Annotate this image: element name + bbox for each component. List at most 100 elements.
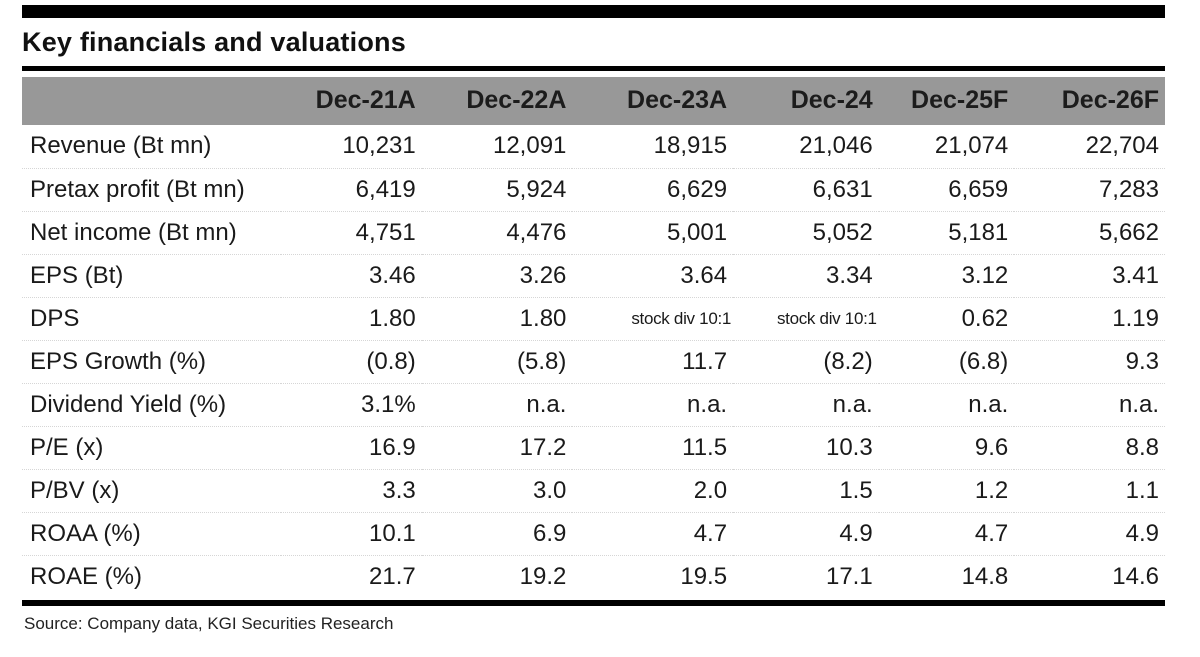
table-body: Revenue (Bt mn) 10,231 12,091 18,915 21,046 2…	[22, 125, 1165, 598]
table-row: ROAE (%) 21.7 19.2 19.5 17.1 14.8 14.6	[22, 554, 1165, 598]
cell-value: 3.41	[1014, 253, 1165, 297]
cell-value: 12,091	[492, 132, 567, 160]
cell-value: 3.64	[572, 253, 734, 297]
corner-cell	[22, 77, 282, 125]
cell-value: stock div 10:1	[572, 296, 734, 340]
table-row: ROAA (%) 10.1 6.9 4.7 4.9 4.7 4.9	[22, 511, 1165, 555]
column-header-dec-25f: Dec-25F	[878, 77, 1015, 125]
header-row: Dec-21A Dec-22A Dec-23A Dec-24 Dec-25F D…	[22, 77, 1165, 125]
cell-value: 5,181	[878, 210, 1015, 254]
cell-value: 1.80	[421, 296, 573, 340]
cell-value: n.a.	[421, 382, 573, 426]
cell-value: 1.19	[1014, 296, 1165, 340]
cell-value: 5,001	[572, 210, 734, 254]
cell-value: 5,662	[1014, 210, 1165, 254]
cell-value: 6,629	[572, 167, 734, 211]
cell-value: 11.5	[572, 425, 734, 469]
cell-value: (8.2)	[733, 339, 879, 383]
cell-value: 10,231	[342, 132, 416, 160]
cell-value: stock div 10:1	[733, 296, 879, 340]
row-label: DPS	[22, 296, 282, 340]
bottom-rule	[22, 600, 1165, 606]
column-header-dec-23a: Dec-23A	[572, 77, 734, 125]
cell-value: n.a.	[572, 382, 734, 426]
cell-value: 6.9	[421, 511, 573, 555]
cell-value: 1.80	[281, 296, 422, 340]
cell-value: 3.46	[281, 253, 422, 297]
cell-value: 6,659	[878, 167, 1015, 211]
cell-value: 5,052	[733, 210, 879, 254]
cell-value: 1.2	[878, 468, 1015, 512]
cell-value: 8.8	[1014, 425, 1165, 469]
cell-value: 18,915	[653, 132, 728, 160]
table-row: P/BV (x) 3.3 3.0 2.0 1.5 1.2 1.1	[22, 468, 1165, 512]
cell-value: (0.8)	[281, 339, 422, 383]
table-row: EPS Growth (%) (0.8) (5.8) 11.7 (8.2) (6.8) 9.…	[22, 339, 1165, 383]
cell-value: 16.9	[281, 425, 422, 469]
row-label: EPS (Bt)	[22, 253, 282, 297]
cell-value: 10.3	[733, 425, 879, 469]
title-rule	[22, 66, 1165, 71]
row-label: Net income (Bt mn)	[22, 210, 282, 254]
cell-value: 7,283	[1014, 167, 1165, 211]
row-label: ROAE (%)	[22, 554, 282, 598]
cell-value: 3.1%	[281, 382, 422, 426]
row-label: ROAA (%)	[22, 511, 282, 555]
table-row: EPS (Bt) 3.46 3.26 3.64 3.34 3.12 3.41	[22, 253, 1165, 297]
cell-value: 3.12	[878, 253, 1015, 297]
cell-value: 4.7	[878, 511, 1015, 555]
column-header-dec-26f: Dec-26F	[1014, 77, 1165, 125]
column-header-dec-22a: Dec-22A	[421, 77, 573, 125]
cell-value: 3.0	[421, 468, 573, 512]
table-header: Dec-21A Dec-22A Dec-23A Dec-24 Dec-25F D…	[22, 77, 1165, 125]
table-row: DPS 1.80 1.80 stock div 10:1 stock div 10:1 0…	[22, 296, 1165, 340]
cell-value: 1.1	[1014, 468, 1165, 512]
cell-value: 9.3	[1014, 339, 1165, 383]
financials-table: Dec-21A Dec-22A Dec-23A Dec-24 Dec-25F D…	[22, 77, 1165, 598]
cell-value: 3.3	[281, 468, 422, 512]
table-row: Pretax profit (Bt mn) 6,419 5,924 6,629 6,63…	[22, 167, 1165, 211]
cell-value: 1.5	[733, 468, 879, 512]
cell-value: 4,751	[281, 210, 422, 254]
table-row: Revenue (Bt mn) 10,231 12,091 18,915 21,046 2…	[22, 125, 1165, 168]
cell-value: 17.1	[733, 554, 879, 598]
cell-value: n.a.	[1014, 382, 1165, 426]
cell-value: 17.2	[421, 425, 573, 469]
cell-value: n.a.	[878, 382, 1015, 426]
row-label: Dividend Yield (%)	[22, 382, 282, 426]
cell-value: n.a.	[733, 382, 879, 426]
source-note: Source: Company data, KGI Securities Res…	[24, 614, 394, 633]
cell-value: 10.1	[281, 511, 422, 555]
cell-value: 14.6	[1014, 554, 1165, 598]
top-rule	[22, 5, 1165, 18]
cell-value: 3.34	[733, 253, 879, 297]
cell-value: 4.9	[733, 511, 879, 555]
cell-value: 6,631	[733, 167, 879, 211]
row-label: P/BV (x)	[22, 468, 282, 512]
cell-value: 4,476	[421, 210, 573, 254]
cell-value: 19.2	[421, 554, 573, 598]
row-label: Revenue (Bt mn)	[30, 132, 212, 160]
row-label: EPS Growth (%)	[22, 339, 282, 383]
cell-value: (5.8)	[421, 339, 573, 383]
cell-value: 21.7	[281, 554, 422, 598]
row-label: P/E (x)	[22, 425, 282, 469]
cell-value: 4.9	[1014, 511, 1165, 555]
row-label: Pretax profit (Bt mn)	[22, 167, 282, 211]
column-header-dec-21a: Dec-21A	[281, 77, 422, 125]
cell-value: 5,924	[421, 167, 573, 211]
table-row: Net income (Bt mn) 4,751 4,476 5,001 5,052 5,…	[22, 210, 1165, 254]
page-title: Key financials and valuations	[22, 27, 406, 57]
table-row: P/E (x) 16.9 17.2 11.5 10.3 9.6 8.8	[22, 425, 1165, 469]
cell-value: 21,046	[799, 132, 873, 160]
cell-value: 0.62	[878, 296, 1015, 340]
cell-value: 2.0	[572, 468, 734, 512]
cell-value: 4.7	[572, 511, 734, 555]
cell-value: 9.6	[878, 425, 1015, 469]
column-header-dec-24: Dec-24	[733, 77, 879, 125]
cell-value: 3.26	[421, 253, 573, 297]
cell-value: 14.8	[878, 554, 1015, 598]
cell-value: 19.5	[572, 554, 734, 598]
cell-value: 11.7	[572, 339, 734, 383]
